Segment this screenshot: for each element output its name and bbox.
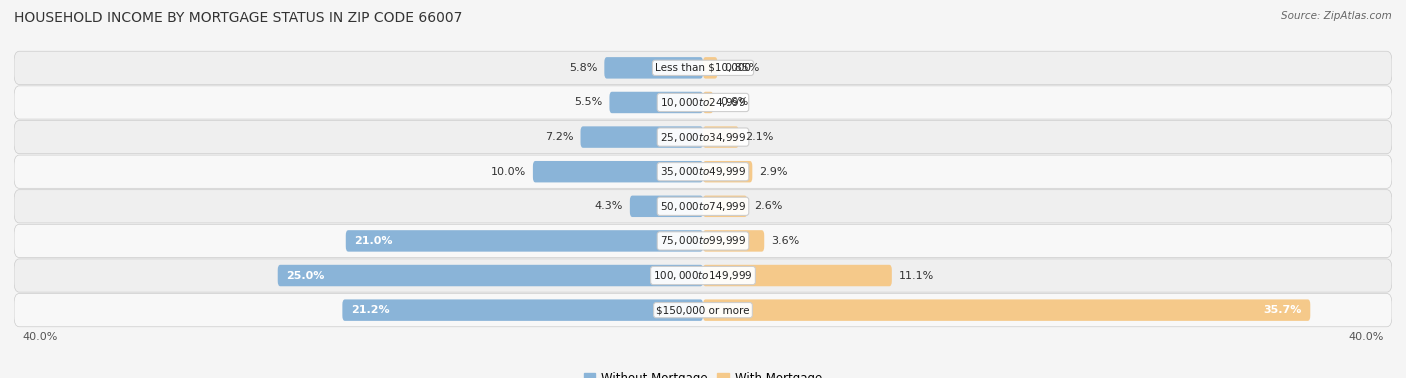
FancyBboxPatch shape [703,195,747,217]
Text: 2.1%: 2.1% [745,132,773,142]
Text: 5.8%: 5.8% [569,63,598,73]
FancyBboxPatch shape [278,265,703,286]
Text: $10,000 to $24,999: $10,000 to $24,999 [659,96,747,109]
Text: Less than $10,000: Less than $10,000 [655,63,751,73]
FancyBboxPatch shape [14,86,1392,119]
FancyBboxPatch shape [581,126,703,148]
FancyBboxPatch shape [343,299,703,321]
Text: 40.0%: 40.0% [1348,332,1384,342]
FancyBboxPatch shape [605,57,703,79]
FancyBboxPatch shape [14,259,1392,292]
Text: HOUSEHOLD INCOME BY MORTGAGE STATUS IN ZIP CODE 66007: HOUSEHOLD INCOME BY MORTGAGE STATUS IN Z… [14,11,463,25]
Text: 35.7%: 35.7% [1264,305,1302,315]
Text: $100,000 to $149,999: $100,000 to $149,999 [654,269,752,282]
FancyBboxPatch shape [703,299,1310,321]
Text: 2.6%: 2.6% [754,201,782,211]
FancyBboxPatch shape [14,155,1392,188]
FancyBboxPatch shape [703,92,713,113]
Text: Source: ZipAtlas.com: Source: ZipAtlas.com [1281,11,1392,21]
FancyBboxPatch shape [703,265,891,286]
Text: 10.0%: 10.0% [491,167,526,177]
Text: 40.0%: 40.0% [22,332,58,342]
Text: 11.1%: 11.1% [898,271,934,280]
Text: 0.85%: 0.85% [724,63,759,73]
Text: 0.6%: 0.6% [720,98,748,107]
Text: 25.0%: 25.0% [287,271,325,280]
FancyBboxPatch shape [14,51,1392,84]
Text: 21.2%: 21.2% [352,305,389,315]
FancyBboxPatch shape [703,161,752,183]
Legend: Without Mortgage, With Mortgage: Without Mortgage, With Mortgage [579,367,827,378]
Text: $35,000 to $49,999: $35,000 to $49,999 [659,165,747,178]
FancyBboxPatch shape [703,230,765,252]
Text: 5.5%: 5.5% [575,98,603,107]
Text: 4.3%: 4.3% [595,201,623,211]
FancyBboxPatch shape [14,190,1392,223]
FancyBboxPatch shape [14,294,1392,327]
Text: $50,000 to $74,999: $50,000 to $74,999 [659,200,747,213]
FancyBboxPatch shape [703,57,717,79]
Text: $25,000 to $34,999: $25,000 to $34,999 [659,130,747,144]
FancyBboxPatch shape [630,195,703,217]
FancyBboxPatch shape [346,230,703,252]
FancyBboxPatch shape [14,224,1392,257]
Text: 2.9%: 2.9% [759,167,787,177]
FancyBboxPatch shape [14,121,1392,154]
FancyBboxPatch shape [609,92,703,113]
FancyBboxPatch shape [703,126,738,148]
Text: 21.0%: 21.0% [354,236,392,246]
FancyBboxPatch shape [533,161,703,183]
Text: $75,000 to $99,999: $75,000 to $99,999 [659,234,747,248]
Text: $150,000 or more: $150,000 or more [657,305,749,315]
Text: 7.2%: 7.2% [546,132,574,142]
Text: 3.6%: 3.6% [770,236,799,246]
